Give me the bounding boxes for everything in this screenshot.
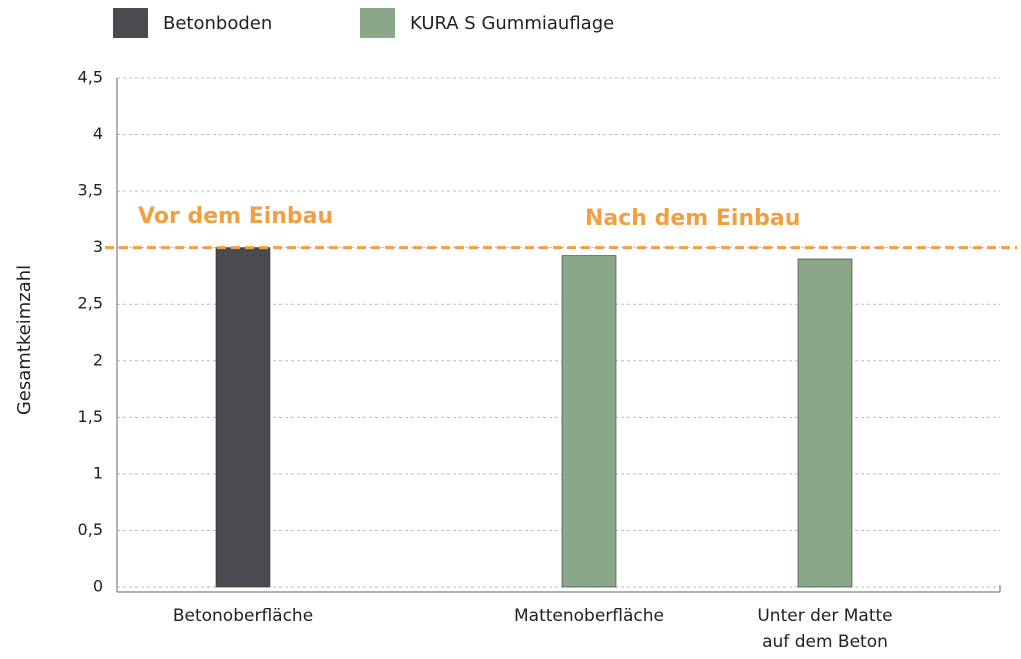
bar [215, 247, 271, 588]
y-tick-label: 3,5 [78, 181, 103, 200]
y-tick-label: 1 [93, 463, 103, 482]
y-tick-label: 4,5 [78, 68, 103, 87]
x-tick-label: Betonoberfläche [172, 606, 314, 626]
annotation: Vor dem Einbau [138, 204, 333, 229]
x-tick-label: Mattenoberfläche [514, 606, 664, 626]
legend-swatch [113, 8, 148, 38]
legend-swatch [360, 8, 395, 38]
bar [797, 258, 853, 588]
y-tick-label: 0,5 [78, 520, 103, 539]
y-tick-label: 4 [93, 124, 103, 143]
legend-label: KURA S Gummiauflage [410, 13, 614, 34]
y-axis-label: Gesamtkeimzahl [14, 265, 35, 415]
x-tick-label: Unter der Matte auf dem Beton [757, 606, 893, 652]
legend-label: Betonboden [163, 13, 272, 34]
annotation: Nach dem Einbau [585, 206, 800, 231]
y-tick-label: 2 [93, 350, 103, 369]
y-tick-label: 0 [93, 577, 103, 596]
y-tick-label: 3 [93, 237, 103, 256]
y-tick-label: 2,5 [78, 294, 103, 313]
y-tick-label: 1,5 [78, 407, 103, 426]
bar [561, 255, 617, 588]
